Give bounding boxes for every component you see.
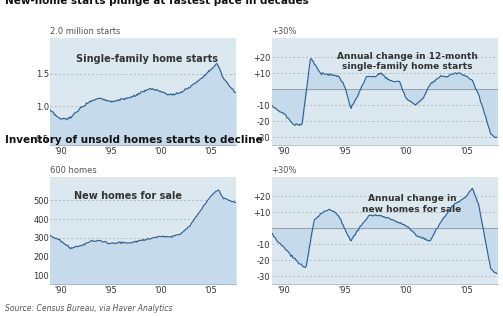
Text: 2.0 million starts: 2.0 million starts (50, 27, 121, 36)
Text: Single-family home starts: Single-family home starts (76, 54, 218, 64)
Text: Annual change in
new homes for sale: Annual change in new homes for sale (362, 194, 462, 214)
Text: 600 homes: 600 homes (50, 167, 97, 175)
Text: +30%: +30% (272, 27, 297, 36)
Text: Annual change in 12-month
single-family home starts: Annual change in 12-month single-family … (337, 52, 478, 71)
Text: Inventory of unsold homes starts to decline: Inventory of unsold homes starts to decl… (5, 135, 263, 145)
Text: New homes for sale: New homes for sale (74, 191, 183, 201)
Text: New-home starts plunge at fastest pace in decades: New-home starts plunge at fastest pace i… (5, 0, 309, 6)
Text: Source: Census Bureau, via Haver Analytics: Source: Census Bureau, via Haver Analyti… (5, 304, 173, 313)
Text: +30%: +30% (272, 167, 297, 175)
